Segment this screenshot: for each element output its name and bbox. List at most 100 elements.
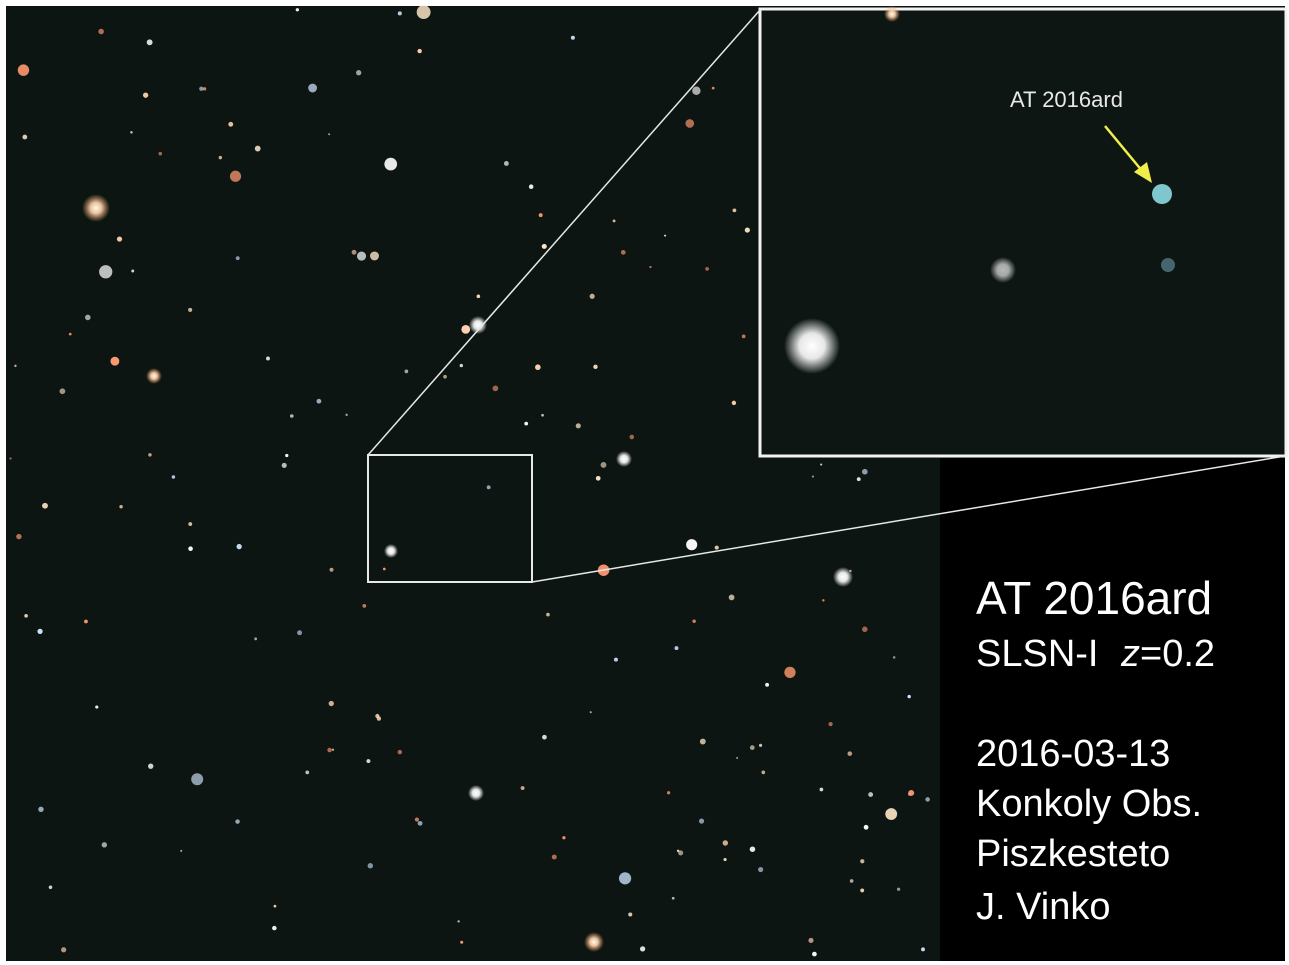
star: [461, 325, 470, 334]
star: [884, 6, 900, 22]
star: [383, 568, 386, 571]
star: [750, 846, 756, 852]
star: [254, 637, 257, 640]
star: [535, 364, 541, 370]
star: [784, 667, 795, 678]
star: [417, 49, 421, 53]
star: [621, 250, 626, 255]
star: [619, 872, 631, 884]
star: [42, 503, 48, 509]
star: [552, 855, 557, 860]
star: [405, 370, 409, 374]
star: [847, 751, 852, 756]
star: [143, 92, 148, 97]
star: [266, 357, 270, 361]
star: [230, 171, 241, 182]
star: [613, 219, 616, 222]
star: [375, 714, 379, 718]
star: [758, 867, 763, 872]
star: [616, 451, 632, 467]
star: [180, 850, 182, 852]
star: [24, 614, 28, 618]
star: [332, 749, 334, 751]
star: [784, 318, 840, 374]
star: [822, 599, 824, 601]
star: [820, 463, 822, 465]
star: [761, 771, 765, 775]
star: [95, 705, 98, 708]
star: [16, 534, 21, 539]
star: [493, 385, 499, 391]
star: [148, 763, 153, 768]
star: [812, 952, 817, 957]
star: [640, 946, 645, 951]
star: [148, 453, 151, 456]
caption-observatory: Konkoly Obs.: [976, 783, 1202, 825]
star: [69, 333, 72, 336]
caption-observer: J. Vinko: [976, 886, 1110, 928]
star: [147, 39, 153, 45]
star: [593, 365, 597, 369]
star: [99, 265, 112, 278]
star: [542, 244, 547, 249]
star: [285, 454, 288, 457]
star: [893, 656, 896, 659]
star: [477, 295, 481, 299]
star: [590, 294, 595, 299]
inset-frame: [760, 9, 1286, 456]
star: [742, 335, 746, 339]
star: [130, 131, 132, 133]
star: [119, 505, 122, 508]
star: [736, 757, 738, 759]
star: [541, 414, 544, 417]
astro-image: AT 2016ard AT 2016ard SLSN-I z=0.2 2016-…: [0, 0, 1289, 965]
star: [357, 252, 366, 261]
star: [98, 29, 104, 35]
star: [723, 840, 728, 845]
star: [860, 888, 864, 892]
star: [146, 368, 162, 384]
star: [833, 567, 853, 587]
star: [328, 133, 330, 135]
caption-class: SLSN-I z=0.2: [976, 633, 1215, 675]
star: [384, 544, 398, 558]
star: [290, 414, 294, 418]
star: [828, 722, 832, 726]
star: [990, 257, 1016, 283]
star: [596, 476, 601, 481]
star: [110, 357, 119, 366]
star: [236, 256, 240, 260]
star: [750, 745, 755, 750]
star: [356, 70, 361, 75]
star: [628, 912, 632, 916]
star: [649, 266, 651, 268]
star: [590, 711, 592, 713]
star: [308, 84, 317, 93]
star: [576, 423, 581, 428]
star: [330, 568, 334, 572]
star: [191, 773, 203, 785]
star: [297, 630, 302, 635]
star: [862, 627, 868, 633]
star: [850, 879, 854, 883]
star: [235, 819, 240, 824]
star: [37, 629, 42, 634]
star: [345, 414, 347, 416]
star: [692, 87, 700, 95]
star: [282, 463, 287, 468]
star: [9, 457, 11, 459]
star: [808, 938, 813, 943]
star: [584, 932, 604, 952]
star: [812, 476, 814, 478]
star: [860, 859, 864, 863]
star: [862, 469, 868, 475]
classification: SLSN-I: [976, 633, 1098, 675]
star: [921, 947, 925, 951]
star: [672, 897, 675, 900]
star: [370, 251, 379, 260]
star: [415, 818, 419, 822]
star: [700, 739, 706, 745]
star: [601, 462, 607, 468]
star: [274, 905, 277, 908]
star: [61, 947, 66, 952]
